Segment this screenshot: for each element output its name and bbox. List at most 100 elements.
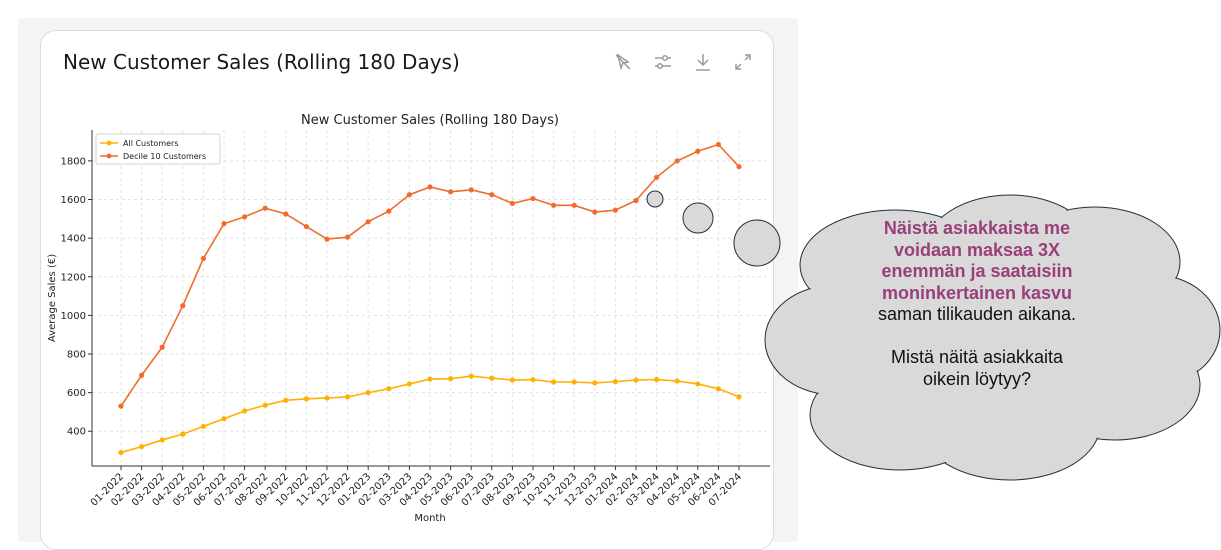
data-point	[489, 192, 495, 198]
y-tick-label: 1000	[61, 311, 86, 322]
data-point	[365, 390, 371, 396]
data-point	[530, 195, 536, 202]
thought-bubble	[682, 202, 714, 234]
cloud-fill	[826, 241, 1144, 419]
data-point	[324, 395, 330, 401]
data-point	[633, 377, 639, 383]
data-point	[448, 189, 454, 195]
thought-bubble	[733, 219, 781, 267]
data-point	[468, 373, 474, 379]
data-point	[448, 376, 454, 382]
data-point	[159, 437, 165, 443]
y-tick-label: 800	[67, 350, 86, 361]
data-point	[695, 381, 701, 387]
thought-bubble	[646, 190, 664, 208]
expand-button[interactable]	[731, 51, 755, 73]
data-point	[468, 187, 474, 193]
y-tick-label: 1600	[61, 195, 86, 206]
data-point	[386, 386, 392, 392]
data-point	[118, 449, 124, 456]
data-point	[489, 375, 495, 381]
data-point	[571, 379, 577, 385]
callout-text: Näistä asiakkaista me voidaan maksaa 3X …	[842, 218, 1112, 390]
y-tick-label: 1400	[61, 234, 86, 245]
data-point	[509, 377, 515, 383]
data-point	[262, 402, 268, 408]
data-point	[406, 192, 412, 198]
data-point	[324, 236, 330, 242]
expand-icon	[735, 54, 751, 70]
data-point	[406, 381, 412, 387]
y-tick-label: 1200	[61, 272, 86, 283]
data-point	[674, 378, 680, 384]
no-tooltip-button[interactable]	[611, 51, 635, 73]
data-point	[365, 219, 371, 225]
callout-highlight-2: voidaan maksaa 3X	[893, 239, 1061, 260]
legend-label: All Customers	[123, 139, 179, 148]
data-point	[221, 221, 227, 227]
download-button[interactable]	[691, 51, 715, 73]
data-point	[654, 174, 660, 180]
chart-title: New Customer Sales (Rolling 180 Days)	[301, 113, 559, 128]
data-point	[530, 377, 536, 383]
data-point	[736, 394, 742, 400]
data-point	[139, 444, 145, 450]
adjust-sliders-icon	[655, 54, 671, 70]
callout-highlight-3: enemmän ja saataisiin	[881, 261, 1073, 281]
data-point	[345, 234, 351, 240]
data-point	[592, 380, 598, 386]
line-chart: New Customer Sales (Rolling 180 Days) Av…	[47, 113, 770, 524]
data-point	[118, 403, 124, 409]
data-point	[262, 205, 268, 211]
data-point	[200, 423, 206, 430]
data-point	[509, 200, 515, 206]
legend-label: Decile 10 Customers	[123, 152, 206, 161]
data-point	[283, 397, 289, 403]
data-point	[345, 394, 351, 400]
chart-card: New Customer Sales (Rolling 180 Days)	[40, 30, 774, 550]
data-point	[551, 379, 557, 385]
data-point	[242, 214, 248, 220]
callout-question-2: oikein löytyy?	[922, 368, 1032, 389]
data-point	[139, 372, 145, 378]
y-tick-label: 1800	[61, 156, 86, 167]
data-point	[283, 211, 289, 217]
legend-box	[95, 133, 221, 165]
download-icon	[696, 54, 710, 71]
y-tick-label: 600	[67, 388, 86, 399]
callout-question-1: Mistä näitä asiakkaita	[890, 347, 1064, 367]
callout-highlight-1: Näistä asiakkaista me	[883, 218, 1071, 238]
legend-marker	[106, 140, 112, 146]
data-point	[592, 209, 598, 215]
data-point	[386, 208, 392, 214]
data-point	[715, 386, 722, 392]
data-point	[200, 255, 206, 262]
data-point	[427, 184, 433, 190]
data-point	[633, 197, 639, 204]
no-tooltip-icon	[615, 53, 631, 71]
data-point	[303, 223, 309, 230]
card-title: New Customer Sales (Rolling 180 Days)	[63, 50, 460, 74]
data-point	[427, 376, 433, 382]
data-point	[221, 416, 227, 422]
legend-marker	[106, 153, 112, 159]
data-point	[695, 148, 701, 154]
chart-toolbar	[611, 51, 755, 73]
callout-line-5: saman tilikauden aikana.	[877, 304, 1077, 324]
data-point	[654, 376, 660, 383]
data-point	[612, 207, 619, 213]
data-point	[736, 164, 742, 170]
x-axis-label: Month	[414, 513, 445, 524]
data-point	[715, 141, 722, 148]
data-point	[571, 202, 577, 208]
callout-highlight-4: moninkertainen kasvu	[881, 282, 1073, 303]
adjust-button[interactable]	[651, 51, 675, 73]
data-point	[242, 408, 248, 414]
data-point	[551, 202, 557, 208]
y-axis-label: Average Sales (€)	[47, 254, 58, 342]
data-point	[303, 396, 309, 402]
y-tick-label: 400	[67, 427, 86, 438]
data-point	[180, 303, 186, 309]
data-point	[180, 431, 186, 437]
data-point	[674, 158, 680, 164]
